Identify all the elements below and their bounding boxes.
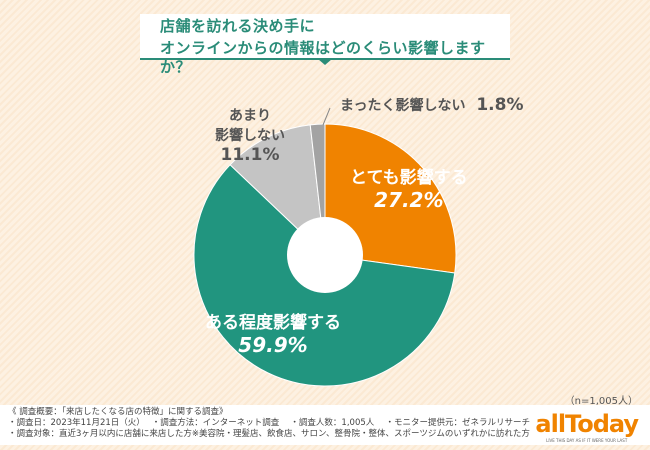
alltoday-logo: allToday LIVE THIS DAY AS IF IT WERE YOUR…: [535, 410, 639, 443]
label-somewhat: ある程度影響する 59.9%: [205, 308, 341, 357]
label-none-name: まったく影響しない: [340, 98, 466, 114]
title-line-2: オンラインからの情報はどのくらい影響しますか？: [160, 39, 486, 76]
footer-line-2: ・調査日：2023年11月21日（火） ・調査方法：インターネット調査 ・調査人…: [8, 418, 530, 428]
donut-hole: [287, 217, 363, 293]
slice-little: [229, 124, 326, 257]
logo-tagline: LIVE THIS DAY AS IF IT WERE YOUR LAST: [546, 438, 628, 443]
label-none: まったく影響しない 1.8%: [340, 95, 523, 115]
label-none-value: 1.8%: [476, 95, 524, 115]
footer-line-1: 《 調査概要：「来店したくなる店の特徴」に関する調査》: [8, 407, 228, 417]
label-little: あまり 影響しない 11.1%: [215, 105, 285, 165]
title-line-1: 店舗を訪れる決め手に: [160, 17, 316, 35]
footer-line-3: ・調査対象：直近3ヶ月以内に店舗に来店した方※美容院・理髪店、飲食店、サロン、整…: [8, 429, 530, 439]
label-very: とても影響する 27.2%: [350, 163, 468, 212]
sample-size: （n=1,005人）: [564, 396, 638, 407]
label-somewhat-value: 59.9%: [238, 333, 308, 357]
label-very-name: とても影響する: [350, 168, 468, 188]
title-pointer: [318, 59, 332, 65]
label-little-line2: 影響しない: [215, 128, 285, 144]
label-little-value: 11.1%: [220, 145, 280, 165]
label-somewhat-name: ある程度影響する: [205, 313, 341, 333]
label-very-value: 27.2%: [374, 188, 444, 212]
logo-text: allToday: [535, 410, 639, 438]
leader-line: [322, 107, 331, 126]
chart-title: 店舗を訪れる決め手に オンラインからの情報はどのくらい影響しますか？: [140, 14, 510, 76]
label-little-line1: あまり: [229, 108, 271, 124]
survey-footer: 《 調査概要：「来店したくなる店の特徴」に関する調査》 ・調査日：2023年11…: [0, 405, 650, 445]
